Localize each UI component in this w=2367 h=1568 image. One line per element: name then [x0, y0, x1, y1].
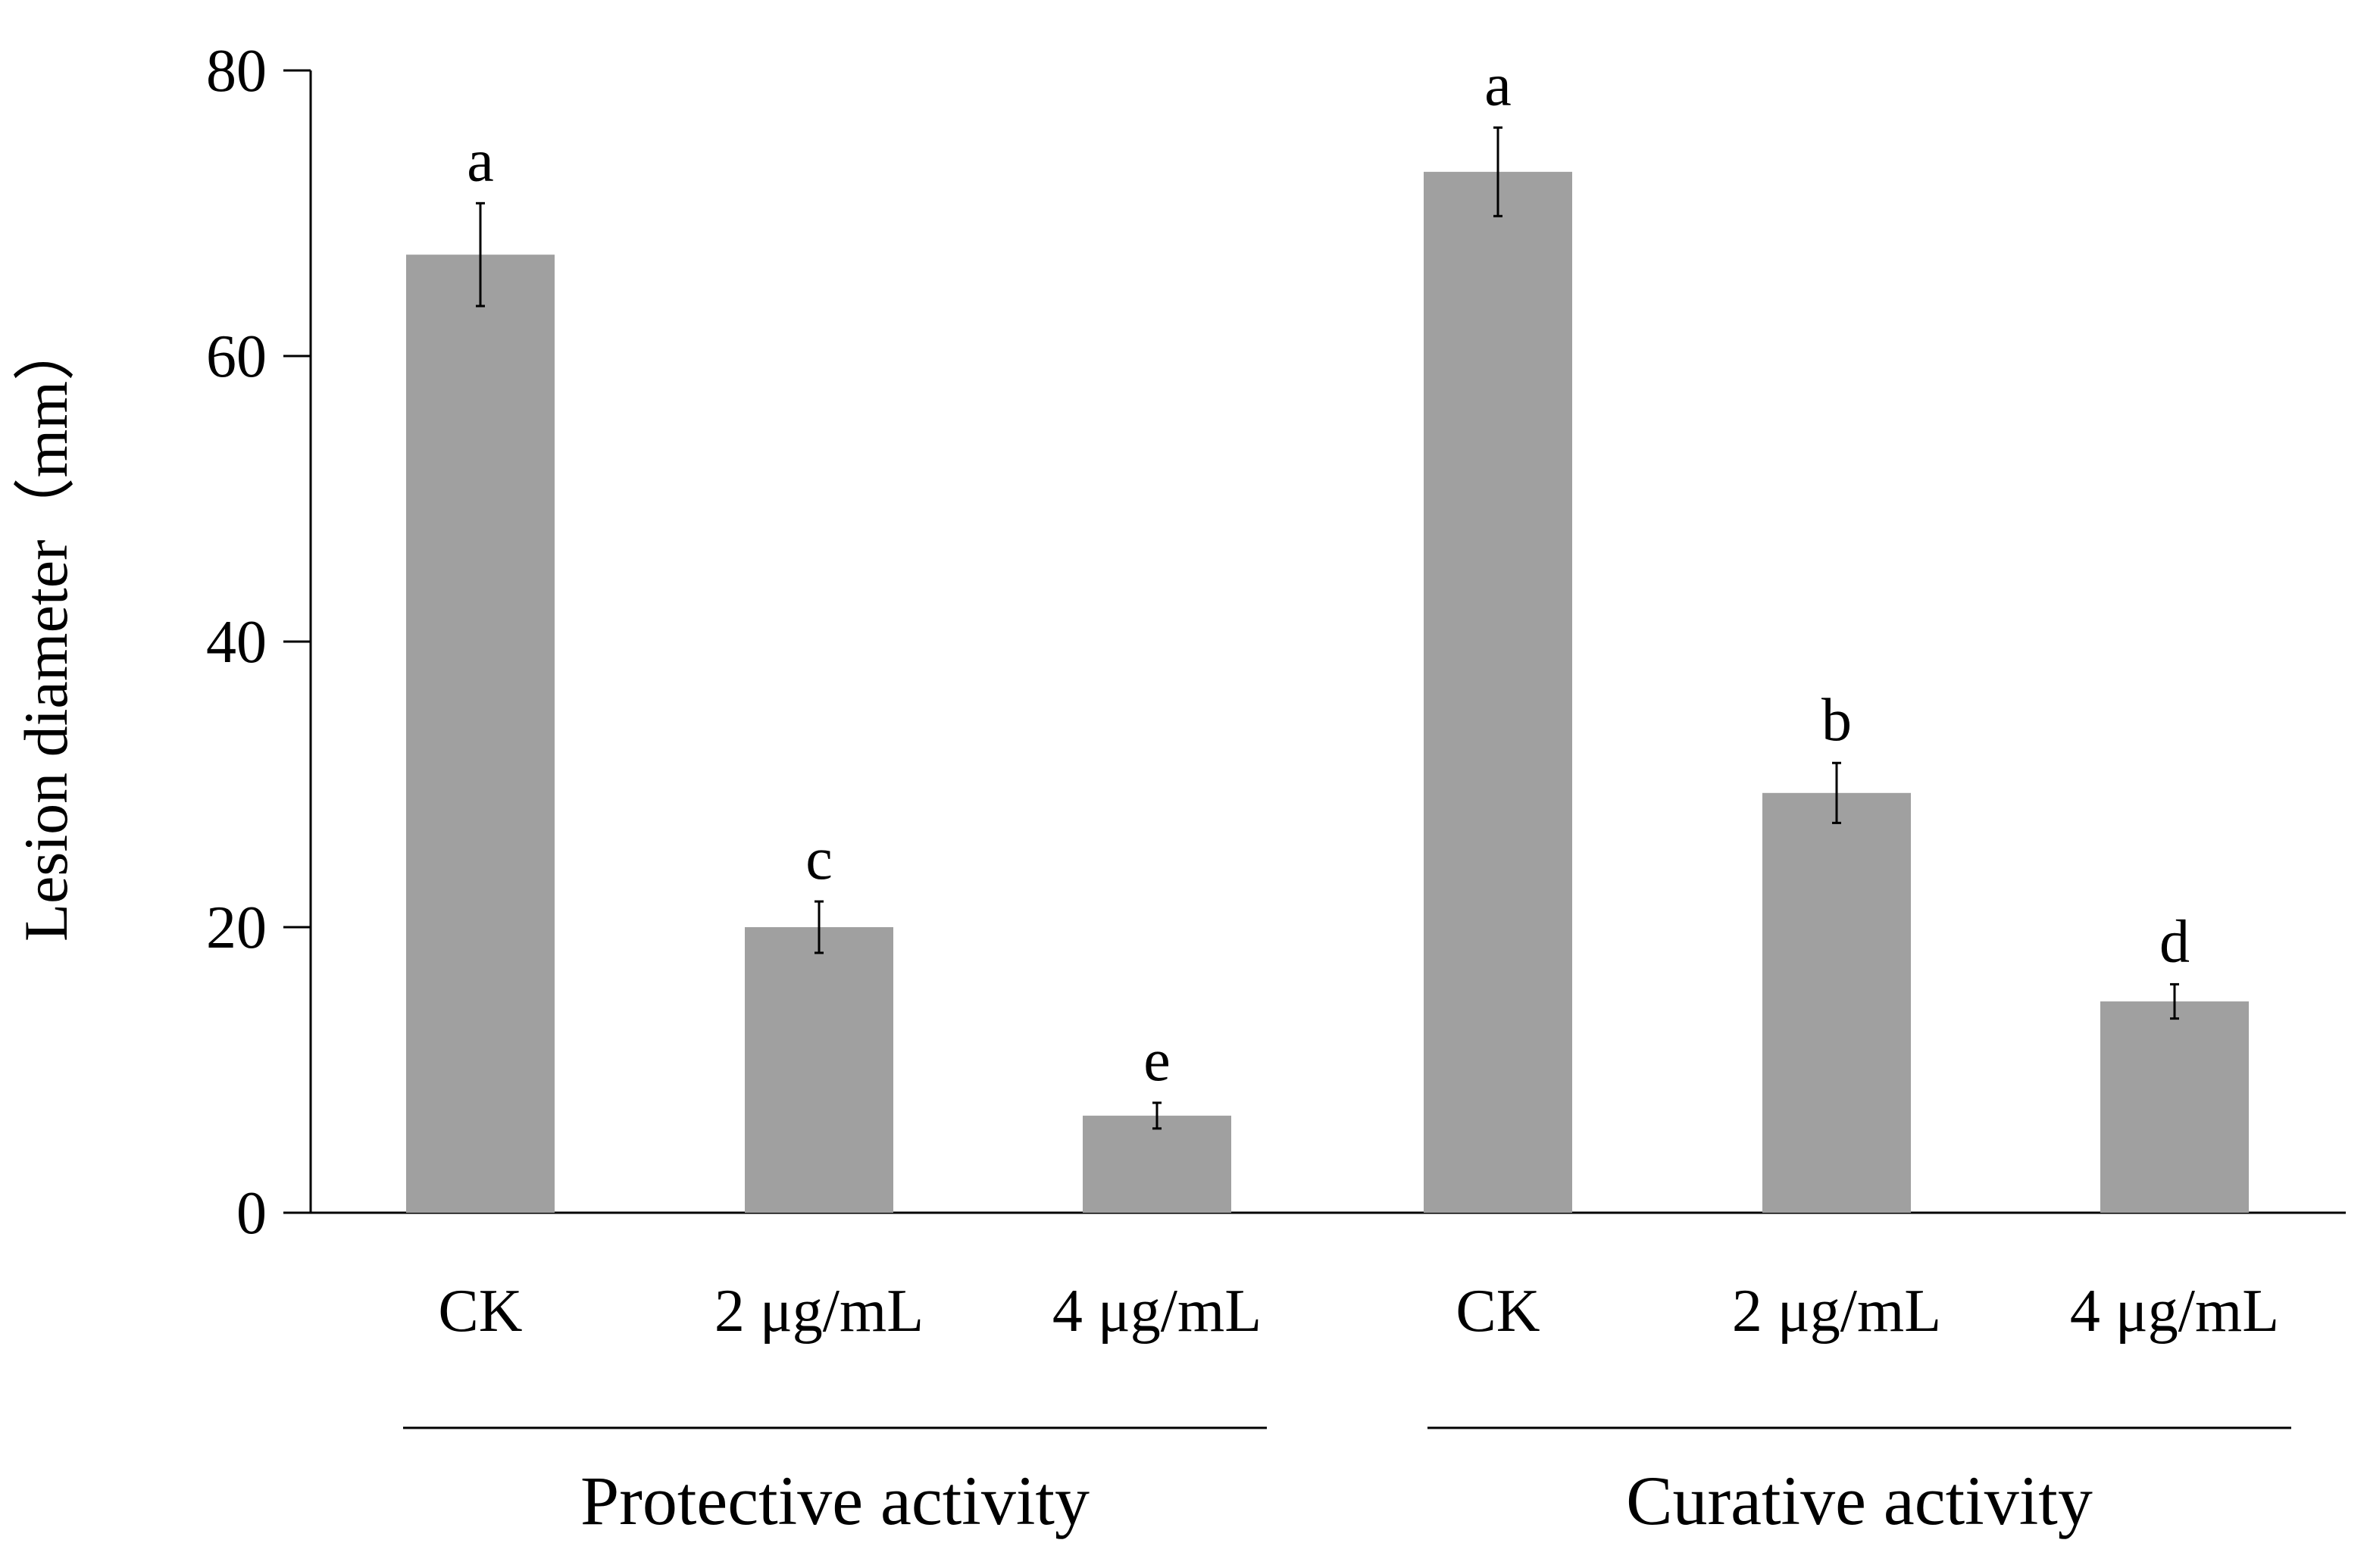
y-axis: 0 20 40 60 80	[206, 38, 312, 1247]
x-tick-label: 2 μg/mL	[714, 1278, 924, 1345]
x-tick-label: 4 μg/mL	[2070, 1278, 2279, 1345]
significance-letter: d	[2159, 908, 2190, 975]
y-tick-label: 40	[206, 609, 267, 676]
x-axis: CK 2 μg/mL 4 μg/mL CK 2 μg/mL 4 μg/mL	[311, 1211, 2346, 1345]
x-tick-label: 4 μg/mL	[1052, 1278, 1262, 1345]
group-label: Protective activity	[580, 1462, 1090, 1539]
significance-letter: c	[805, 826, 833, 892]
bars: a c e a b d	[406, 52, 2249, 1213]
group-label: Curative activity	[1626, 1462, 2093, 1539]
significance-letter: b	[1821, 687, 1852, 754]
bar	[1424, 171, 1572, 1213]
x-tick-label: CK	[438, 1278, 522, 1345]
y-tick-label: 80	[206, 38, 267, 105]
group-labels: Protective activity Curative activity	[403, 1426, 2291, 1539]
x-tick-label: CK	[1456, 1278, 1540, 1345]
y-axis-label: Lesion diameter（mm）	[11, 319, 80, 942]
y-tick-label: 20	[206, 895, 267, 961]
significance-letter: a	[467, 127, 494, 194]
bar	[1762, 792, 1911, 1213]
significance-letter: e	[1143, 1027, 1171, 1094]
bar	[745, 927, 893, 1213]
x-tick-label: 2 μg/mL	[1732, 1278, 1941, 1345]
significance-letter: a	[1484, 52, 1512, 118]
bar	[2100, 1001, 2249, 1213]
bar	[1083, 1115, 1231, 1213]
y-tick-label: 60	[206, 323, 267, 390]
bar	[406, 255, 555, 1213]
y-tick-label: 0	[236, 1180, 267, 1247]
